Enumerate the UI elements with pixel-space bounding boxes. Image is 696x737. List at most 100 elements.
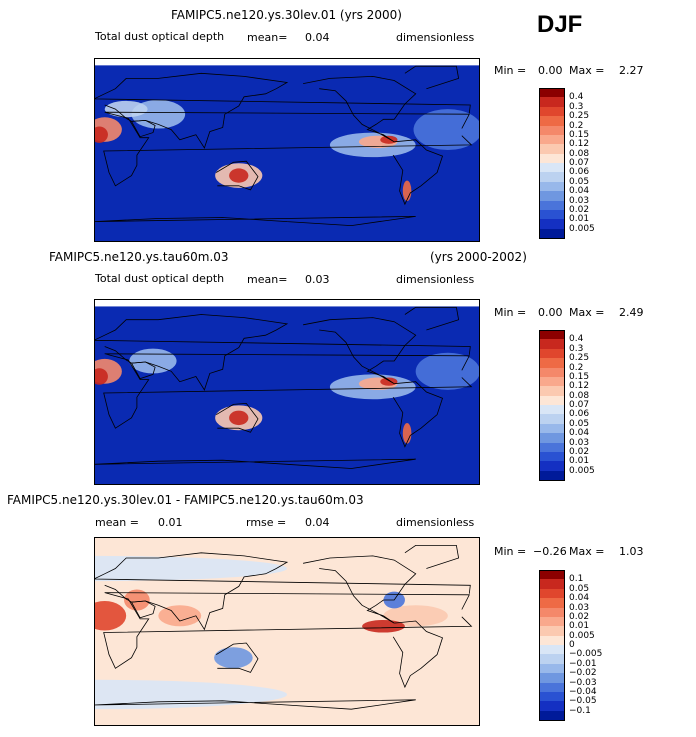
data-region-0 <box>413 109 480 150</box>
colorbar-swatch <box>539 200 565 211</box>
coastline-1 <box>94 72 471 149</box>
colorbar-tick-label: 0.03 <box>569 195 590 206</box>
colorbar-tick-label: 0.15 <box>569 371 590 382</box>
colorbar-tick-label: 0.25 <box>569 111 590 122</box>
colorbar-tick-label: 0.01 <box>569 621 590 632</box>
data-region-8 <box>380 377 398 386</box>
data-region-7 <box>362 619 405 633</box>
colorbar-tick-label: 0 <box>569 640 575 650</box>
panel-3-rmse-label: rmse = <box>246 516 287 529</box>
coastline-7 <box>94 699 416 710</box>
panel-2-mean-label: mean= <box>247 273 288 286</box>
panel-1-units: dimensionless <box>396 31 475 44</box>
panel-1-mean-value: 0.04 <box>305 31 330 44</box>
colorbar-swatch <box>539 635 565 646</box>
colorbar-swatch <box>539 367 565 378</box>
colorbar-tick-label: 0.005 <box>569 465 595 476</box>
colorbar-swatch <box>539 607 565 618</box>
colorbar-tick-label: 0.2 <box>569 120 584 131</box>
colorbar-tick-label: 0.06 <box>569 167 590 178</box>
panel-3-max-value: 1.03 <box>619 545 644 558</box>
panel-2-units: dimensionless <box>396 273 475 286</box>
coastline-4 <box>303 555 417 624</box>
panel-3-units: dimensionless <box>396 516 475 529</box>
colorbar-swatch <box>539 673 565 683</box>
map-frame <box>94 537 480 726</box>
panel-1-subtitle: Total dust optical depth <box>95 30 225 43</box>
coastline-3 <box>215 402 259 433</box>
colorbar-swatch <box>539 682 565 693</box>
coastline-2 <box>131 119 156 138</box>
coastline-3 <box>215 642 259 673</box>
colorbar-swatch <box>539 181 565 192</box>
colorbar-tick-label: 0.02 <box>569 611 590 622</box>
coastline-4 <box>303 75 417 143</box>
colorbar-tick-label: 0.12 <box>569 139 590 150</box>
coastline-7 <box>94 216 416 227</box>
colorbar-swatch <box>539 598 565 608</box>
coastline-2 <box>131 361 156 380</box>
coastline-0 <box>103 592 473 669</box>
colorbar-swatch <box>539 339 565 350</box>
data-region-9 <box>402 423 412 444</box>
colorbar-tick-label: −0.01 <box>569 658 597 669</box>
coastline-5 <box>392 139 443 206</box>
colorbar-swatch <box>539 654 565 665</box>
panel-3-max-label: Max = <box>569 545 605 558</box>
colorbar-tick-label: 0.04 <box>569 186 590 197</box>
colorbar-tick-label: 0.07 <box>569 158 590 168</box>
data-region-6 <box>229 168 249 183</box>
colorbar-tick-label: 0.15 <box>569 129 590 140</box>
panel-2-map <box>94 299 480 485</box>
colorbar-tick-label: 0.07 <box>569 400 590 410</box>
data-region-6 <box>383 605 448 627</box>
map-frame <box>94 58 480 242</box>
colorbar-swatch <box>539 386 565 397</box>
colorbar-tick-label: 0.08 <box>569 390 590 401</box>
coastline-6 <box>404 544 460 569</box>
colorbar-swatch <box>539 442 565 453</box>
panel-3-min-value: −0.26 <box>533 545 567 558</box>
colorbar-swatch <box>539 153 565 164</box>
data-region-4 <box>158 605 202 627</box>
data-region-2 <box>94 601 127 631</box>
colorbar-tick-label: 0.03 <box>569 437 590 448</box>
colorbar-tick-label: 0.02 <box>569 204 590 215</box>
colorbar-swatch <box>539 579 565 590</box>
colorbar-tick-label: 0.005 <box>569 223 595 234</box>
coastline-3 <box>215 160 259 191</box>
panel-3-mean-label: mean = <box>95 516 139 529</box>
panel-3-min-label: Min = <box>494 545 527 558</box>
colorbar-swatch <box>539 701 565 712</box>
colorbar-swatch <box>539 144 565 155</box>
panel-1-max-label: Max = <box>569 64 605 77</box>
colorbar-tick-label: −0.005 <box>569 649 603 660</box>
colorbar-tick-label: 0.1 <box>569 574 584 585</box>
colorbar-swatch <box>539 348 565 359</box>
panel-2-title: FAMIPC5.ne120.ys.tau60m.03 <box>49 250 229 264</box>
colorbar-swatch <box>539 219 565 230</box>
coastline-4 <box>303 317 417 385</box>
coastline-0 <box>103 353 473 429</box>
data-region-4 <box>104 100 148 118</box>
data-region-10 <box>402 180 412 202</box>
colorbar-swatch <box>539 663 565 674</box>
data-region-5 <box>229 410 249 426</box>
colorbar-tick-label: 0.4 <box>569 334 584 345</box>
colorbar-tick-label: 0.01 <box>569 456 590 467</box>
panel-3-title: FAMIPC5.ne120.ys.30lev.01 - FAMIPC5.ne12… <box>7 493 364 507</box>
coastline-6 <box>404 306 460 331</box>
panel-2-title-right: (yrs 2000-2002) <box>430 250 527 264</box>
colorbar-tick-label: 0.05 <box>569 418 590 429</box>
data-region-2 <box>94 368 108 385</box>
panel-1-map <box>94 58 480 242</box>
coastline-0 <box>103 111 473 187</box>
colorbar-swatch <box>539 691 565 702</box>
colorbar-tick-label: 0.04 <box>569 593 590 604</box>
colorbar-swatch <box>539 616 565 627</box>
colorbar-tick-label: 0.02 <box>569 446 590 457</box>
data-region-3 <box>129 348 177 374</box>
panel-2-mean-value: 0.03 <box>305 273 330 286</box>
colorbar-swatch <box>539 88 565 98</box>
colorbar-tick-label: −0.03 <box>569 677 597 688</box>
